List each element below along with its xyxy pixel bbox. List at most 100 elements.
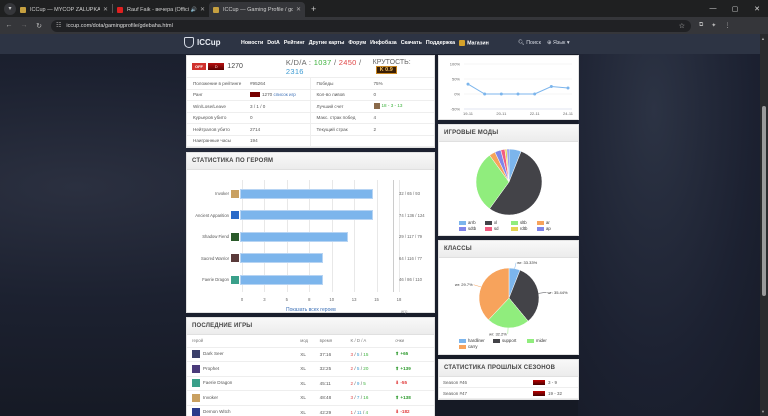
kda-label: K/D/A :	[285, 57, 312, 67]
game-points: ⬆ +139	[395, 361, 434, 377]
menu-rating[interactable]: Рейтинг	[283, 40, 305, 46]
close-tab-icon[interactable]: ✕	[102, 7, 108, 13]
classes-legend: hardliner support mider carry	[439, 338, 578, 354]
reload-icon[interactable]: ↻	[36, 22, 42, 30]
season-name: Season #47	[443, 390, 468, 396]
legend-item[interactable]: sdtb	[459, 226, 479, 231]
legend-item[interactable]: carry	[459, 344, 487, 349]
scroll-up-arrow-icon[interactable]: ▲	[761, 36, 765, 41]
game-row[interactable]: Prophet XL 32:25 2 / 5 / 20 ⬆ +139	[187, 361, 434, 377]
profile-extension-icon[interactable]: ✦	[711, 23, 717, 29]
hero-name[interactable]: Invoker	[203, 394, 219, 400]
browser-tab-2[interactable]: Rauf Faik - вечера (Official 🔊 ✕	[113, 2, 209, 17]
legend-item[interactable]: ap	[537, 226, 557, 231]
game-hero: Prophet	[187, 361, 301, 377]
legend-label: sltb	[520, 220, 527, 225]
search-button[interactable]: 🔍︎ Поиск	[518, 40, 541, 46]
menu-shop-label: Магазин	[467, 40, 489, 47]
stat-label: Лучший счет	[316, 103, 344, 109]
menu-news[interactable]: Новости	[241, 40, 264, 46]
hero-name[interactable]: Faerie Dragon	[203, 380, 233, 386]
legend-item[interactable]: arrb	[459, 220, 479, 225]
menu-download[interactable]: Скачать	[400, 40, 422, 46]
legend-item[interactable]: sltb	[511, 220, 531, 225]
forward-icon[interactable]: →	[20, 22, 28, 29]
audio-playing-icon[interactable]: 🔊	[190, 6, 197, 13]
hero-bar[interactable]	[240, 231, 349, 242]
menu-dota[interactable]: DotA	[267, 40, 280, 46]
stat-label: Нейтралов убито	[193, 126, 230, 132]
site-logo[interactable]: ICCup	[184, 37, 221, 48]
extension-icon[interactable]: ⧉	[699, 22, 704, 28]
menu-infobase[interactable]: Инфобаза	[370, 40, 397, 46]
tab-search-button[interactable]: ▾	[4, 2, 16, 15]
logo-text: ICCup	[197, 38, 221, 47]
browser-menu-icon[interactable]: ⋮	[724, 23, 731, 29]
close-tab-icon[interactable]: ✕	[295, 7, 301, 13]
season-rank-badge	[533, 390, 545, 396]
stat-label: Кол-во ливов	[316, 92, 345, 98]
game-row[interactable]: Demon Witch XL 42:29 1 / 11 / 4 ⬇ -182	[187, 405, 434, 416]
menu-forum[interactable]: Форум	[348, 40, 367, 46]
back-icon[interactable]: ←	[5, 22, 13, 29]
stat-label: Ранг	[193, 92, 203, 98]
hero-bar[interactable]	[240, 253, 324, 263]
hero-bar[interactable]	[240, 210, 374, 220]
legend-item[interactable]: rdtb	[511, 226, 531, 231]
hero-name[interactable]: Dark Seer	[203, 351, 224, 357]
language-dropdown[interactable]: ⊕ Язык ▾	[547, 40, 569, 46]
close-window-button[interactable]: ✕	[754, 5, 760, 13]
legend-swatch	[537, 226, 544, 231]
browser-tab-3-active[interactable]: ICCup — Gaming Profile / gdeb ✕	[209, 2, 305, 17]
scrollbar-thumb[interactable]	[762, 106, 766, 296]
game-kda: 1 / 11 / 4	[350, 405, 396, 416]
hero-name[interactable]: Prophet	[203, 365, 220, 371]
stat-label: Наигранные часы	[193, 138, 231, 144]
hero-bar[interactable]	[240, 188, 374, 199]
close-tab-icon[interactable]: ✕	[199, 7, 205, 13]
x-tick-label: 15	[374, 297, 379, 302]
legend-item[interactable]: ar	[537, 220, 557, 225]
legend-item[interactable]: hardliner	[459, 338, 487, 343]
maximize-button[interactable]: ▢	[731, 5, 739, 13]
stat-label: Курьеров убито	[193, 115, 227, 121]
game-row[interactable]: Invoker XL 48:48 3 / 7 / 16 ⬆ +138	[187, 390, 434, 406]
online-status-badge: OFF	[192, 63, 206, 70]
show-all-heroes-link[interactable]: Показать всех героев	[286, 307, 336, 313]
legend-item[interactable]: support	[493, 338, 521, 343]
game-row[interactable]: Faerie Dragon XL 45:11 2 / 9 / 5 ⬇ -55	[187, 376, 434, 391]
menu-other-maps[interactable]: Другие карты	[308, 40, 345, 46]
hero-bar-row: Shadow Fiend	[187, 229, 436, 244]
game-row[interactable]: Dark Seer XL 37:16 3 / 5 / 15 ⬆ +65	[187, 347, 434, 362]
stat-value: 3 / 1 / 0	[250, 103, 266, 109]
svg-text:19-11: 19-11	[463, 111, 474, 116]
legend-item[interactable]: xl	[485, 220, 505, 225]
site-info-icon[interactable]: ☷	[56, 23, 62, 29]
stat-row: Нейтралов убито 2714	[187, 124, 311, 136]
minimize-button[interactable]: —	[709, 5, 717, 12]
browser-tab-1[interactable]: ICCup — MYCOP ZALUPKA90 ✕	[16, 2, 112, 17]
season-row: Season #46 3 - 9	[439, 377, 578, 388]
stat-value: 2714	[250, 126, 261, 132]
menu-shop[interactable]: Магазин	[459, 40, 489, 46]
games-list-link[interactable]: список игр	[273, 92, 296, 98]
hero-name[interactable]: Demon Witch	[203, 409, 231, 415]
url-field[interactable]: ☷ iccup.com/dota/gamingprofile/gdebaha.h…	[51, 19, 691, 32]
rank-value: 1270	[262, 92, 273, 98]
legend-label: sd	[494, 226, 499, 231]
hero-bar[interactable]	[240, 274, 324, 285]
game-points: ⬇ -182	[395, 405, 434, 416]
language-label: Язык	[552, 40, 566, 46]
game-modes-title: ИГРОВЫЕ МОДЫ	[439, 125, 578, 142]
game-points: ⬆ +138	[395, 390, 434, 406]
legend-item[interactable]: sd	[485, 226, 505, 231]
page-scrollbar[interactable]: ▲ ▼	[760, 34, 768, 416]
best-score-hero-icon	[373, 103, 380, 110]
bookmark-star-icon[interactable]: ☆	[678, 22, 685, 30]
menu-support[interactable]: Поддержка	[425, 40, 456, 46]
scroll-down-arrow-icon[interactable]: ▼	[761, 409, 765, 414]
arrow-up-icon: ⬆	[395, 351, 400, 357]
legend-item[interactable]: mider	[527, 338, 555, 343]
hero-name: Ancient Apparition	[195, 212, 229, 218]
new-tab-button[interactable]: +	[311, 3, 317, 14]
